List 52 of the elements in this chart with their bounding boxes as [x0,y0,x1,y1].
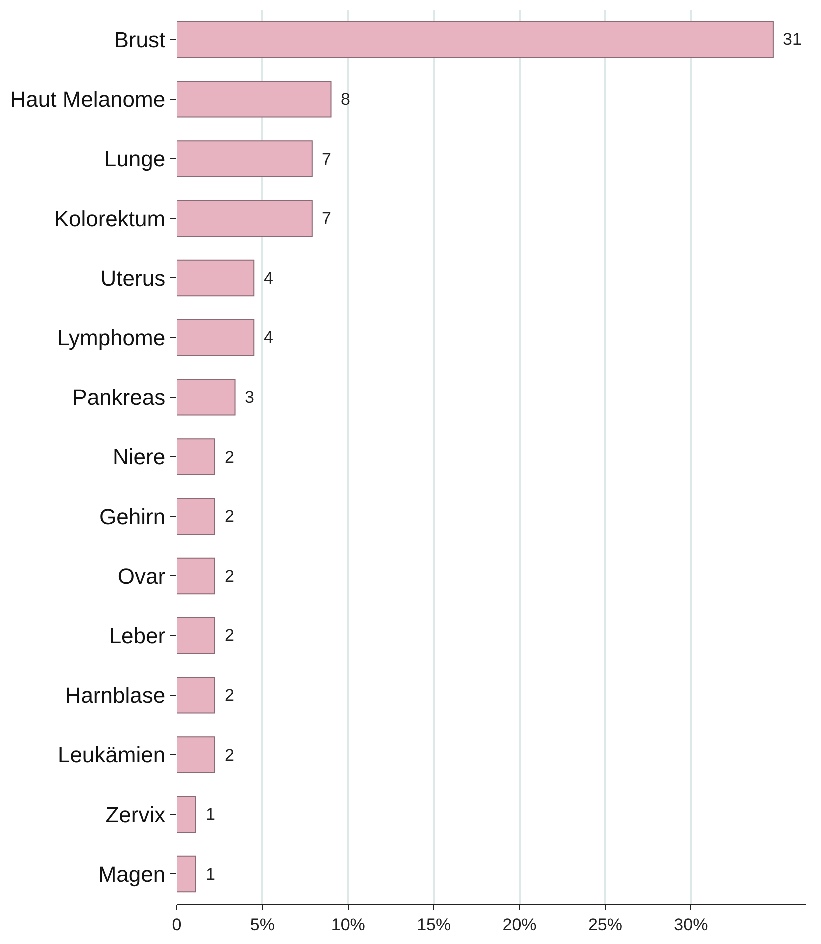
y-tick-label: Niere [113,444,166,470]
bar [177,736,216,774]
bar [177,617,216,654]
x-tick-label: 20% [502,915,537,934]
bar [177,796,196,833]
bar [177,558,216,595]
annotation: 8 [341,90,350,109]
annotation: 2 [225,448,234,467]
annotation: 7 [322,150,332,169]
y-tick-label: Gehirn [100,504,166,530]
x-tick-label: 25% [588,915,622,934]
annotation: 1 [206,865,216,884]
y-tick-label: Uterus [100,266,166,291]
bar [177,438,216,476]
bar [177,200,313,237]
y-tick-label: Haut Melanome [10,87,166,112]
y-tick-label: Kolorektum [54,206,166,232]
y-tick-label: Lunge [104,146,166,172]
x-tick-label: 30% [674,915,708,934]
bar [177,81,332,118]
annotation: 2 [225,686,234,705]
y-tick-label: Magen [98,862,166,887]
bar [177,319,255,356]
annotation: 3 [245,388,254,407]
bar [177,498,216,535]
x-tick-label: 0 [172,915,182,934]
annotation: 31 [783,30,802,49]
bar [177,856,196,893]
y-tick-label: Brust [114,28,166,52]
y-tick-label: Leber [109,624,166,648]
annotation: 7 [322,209,332,228]
y-tick-label: Ovar [118,564,166,589]
annotation: 4 [264,328,274,347]
annotation: 1 [206,805,216,824]
y-tick-label: Lymphome [58,326,166,350]
y-tick-label: Leukämien [58,742,166,768]
bar [177,379,236,416]
y-tick-label: Harnblase [65,683,166,708]
x-tick-label: 15% [417,915,452,934]
bar [177,677,216,714]
annotation: 2 [225,567,234,586]
bar [177,140,313,178]
bar [177,260,255,297]
bar [177,21,774,58]
annotation: 2 [225,746,234,765]
y-tick-label: Zervix [106,802,166,828]
x-tick-label: 5% [250,915,275,934]
annotation: 2 [225,626,234,645]
annotation: 4 [264,269,274,288]
annotation: 2 [225,507,234,526]
x-tick-label: 10% [331,915,366,934]
y-tick-label: Pankreas [72,385,166,410]
